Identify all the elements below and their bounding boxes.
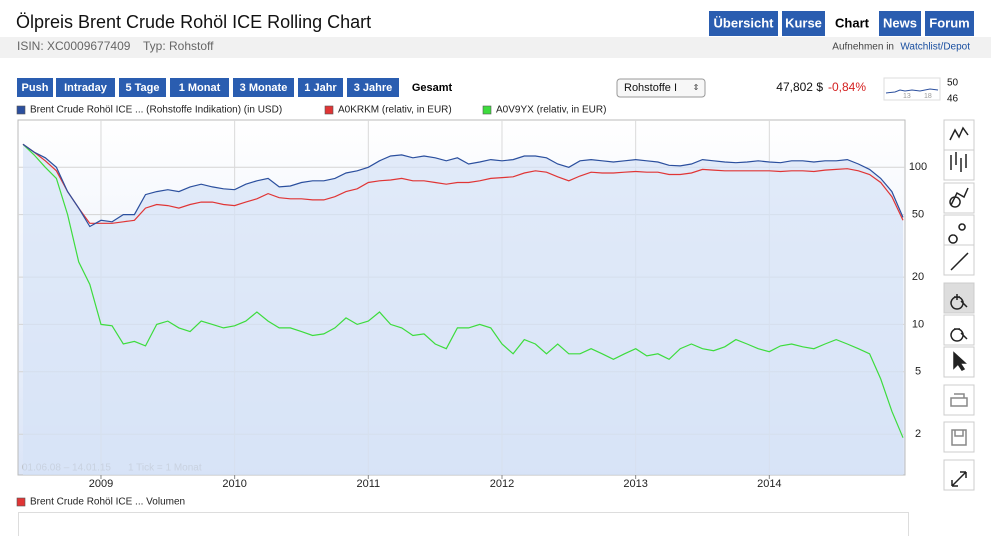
tool-icon[interactable] — [951, 471, 967, 487]
legend-label: Brent Crude Rohöl ICE ... (Rohstoffe Ind… — [30, 105, 282, 116]
range-button[interactable] — [119, 78, 166, 97]
range-button[interactable] — [233, 78, 294, 97]
nav-button[interactable] — [879, 11, 921, 36]
y-tick-label: 20 — [912, 271, 924, 283]
tool-icon[interactable] — [951, 429, 967, 446]
tool-icon[interactable] — [950, 252, 969, 271]
legend-swatch — [482, 105, 492, 115]
nav-button[interactable] — [925, 11, 974, 36]
volume-legend: Brent Crude Rohöl ICE ... Volumen — [30, 497, 185, 508]
mini-low: 46 — [947, 94, 959, 105]
select-text[interactable]: Rohstoffe I — [624, 82, 677, 94]
y-tick-label: 2 — [915, 428, 921, 440]
y-tick-label: 100 — [909, 161, 927, 173]
tool-icon[interactable] — [949, 126, 969, 141]
tool-icon[interactable] — [953, 351, 967, 371]
select-box[interactable] — [616, 78, 706, 98]
tool-button[interactable] — [943, 421, 975, 453]
watch-link[interactable]: Watchlist/Depot — [900, 42, 970, 53]
tool-button[interactable] — [943, 149, 975, 181]
nav-label[interactable]: Kurse — [785, 15, 822, 30]
tool-button[interactable] — [943, 459, 975, 491]
legend-label: A0V9YX (relativ, in EUR) — [496, 105, 606, 116]
range-button[interactable] — [170, 78, 229, 97]
range-label[interactable]: 3 Monate — [240, 82, 288, 94]
range-button[interactable] — [17, 78, 53, 97]
quote-change: -0,84% — [828, 80, 866, 94]
range-label[interactable]: 3 Jahre — [354, 82, 393, 94]
x-tick-label: 2011 — [356, 478, 380, 490]
range-button[interactable] — [298, 78, 343, 97]
nav-button[interactable] — [829, 11, 875, 36]
tool-icon[interactable] — [950, 328, 968, 342]
mini-x-label: 18 — [924, 93, 932, 100]
series-line — [22, 143, 904, 224]
y-tick-label: 10 — [912, 318, 924, 330]
nav-label[interactable]: Chart — [835, 15, 870, 30]
range-button[interactable] — [56, 78, 115, 97]
range-button[interactable] — [347, 78, 399, 97]
mini-chart-frame — [883, 77, 941, 101]
nav-label[interactable]: Forum — [929, 15, 969, 30]
range-label[interactable]: Push — [22, 82, 49, 94]
isin: ISIN: XC0009677409 — [17, 39, 131, 53]
mini-x-label: 13 — [903, 93, 911, 100]
quote-price: 47,802 $ — [776, 80, 823, 94]
x-tick-label: 2012 — [490, 478, 514, 490]
select-arrow: ⇕ — [693, 83, 700, 92]
range-bar: Push Intraday 5 Tage 1 Monat 3 Monate 1 Jahr 3… — [17, 78, 460, 97]
tool-icon[interactable] — [948, 223, 966, 244]
volume-legend-swatch — [16, 497, 26, 507]
chart: 2510205010020092010201120122013201401.06… — [17, 119, 927, 490]
nav-button[interactable] — [782, 11, 825, 36]
nav-label[interactable]: Übersicht — [714, 15, 775, 30]
page-title: Ölpreis Brent Crude Rohöl ICE Rolling Ch… — [16, 12, 371, 32]
toolbar — [943, 119, 975, 491]
nav-button[interactable] — [709, 11, 778, 36]
header-band — [0, 37, 991, 58]
tool-button[interactable] — [943, 384, 975, 416]
area — [23, 144, 903, 475]
legend-swatch — [16, 105, 26, 115]
range-label[interactable]: Gesamt — [412, 82, 453, 94]
watch-prefix: Aufnehmen in — [832, 42, 894, 53]
volume-panel — [18, 512, 909, 536]
x-tick-label: 2014 — [757, 478, 781, 490]
range-button[interactable] — [404, 78, 460, 97]
tool-icon[interactable] — [950, 393, 968, 407]
typ: Typ: Rohstoff — [143, 39, 214, 53]
y-tick-label: 50 — [912, 208, 924, 220]
nav-bar: Übersicht Kurse Chart News Forum — [709, 11, 974, 36]
range-label[interactable]: 5 Tage — [125, 82, 159, 94]
tool-icon[interactable] — [949, 187, 969, 208]
mini-chart-line — [885, 88, 939, 94]
x-tick-label: 2010 — [222, 478, 246, 490]
tool-icon[interactable] — [950, 294, 968, 310]
range-label[interactable]: Intraday — [64, 82, 108, 94]
legend-swatch — [324, 105, 334, 115]
legend-label: A0KRKM (relativ, in EUR) — [338, 105, 452, 116]
tool-button[interactable] — [943, 244, 975, 276]
range-label[interactable]: 1 Jahr — [304, 82, 337, 94]
tool-button[interactable] — [943, 214, 975, 246]
series-line — [22, 143, 904, 438]
series-line — [22, 143, 904, 228]
range-label[interactable]: 1 Monat — [179, 82, 221, 94]
x-tick-label: 2013 — [623, 478, 647, 490]
legend: Brent Crude Rohöl ICE ... (Rohstoffe Ind… — [16, 105, 606, 116]
x-tick-label: 2009 — [89, 478, 113, 490]
tool-button[interactable] — [943, 119, 975, 151]
tool-icon[interactable] — [950, 152, 967, 172]
y-tick-label: 5 — [915, 366, 921, 378]
mini-high: 50 — [947, 78, 959, 89]
nav-label[interactable]: News — [883, 15, 917, 30]
